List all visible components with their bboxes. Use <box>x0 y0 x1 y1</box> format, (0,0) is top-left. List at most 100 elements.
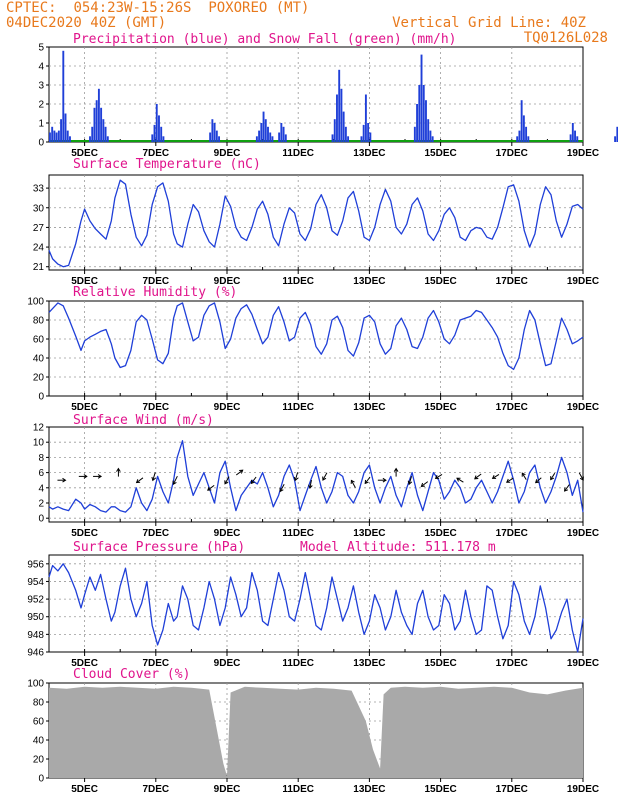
x-tick-label: 19DEC <box>567 528 599 539</box>
wind-arrow-head <box>434 474 440 479</box>
x-tick-label: 13DEC <box>353 402 385 413</box>
y-tick-label: 948 <box>27 630 44 641</box>
precip-bar <box>106 136 109 142</box>
y-tick-label: 12 <box>33 423 45 434</box>
precip-bar <box>211 119 214 142</box>
y-tick-label: 3 <box>38 81 44 92</box>
precip-bar <box>49 132 51 142</box>
precip-bar <box>278 132 281 142</box>
x-tick-label: 7DEC <box>142 784 169 795</box>
x-tick-label: 9DEC <box>214 658 241 669</box>
panel-frame <box>48 300 584 397</box>
precip-bar <box>215 130 218 142</box>
wind-arrow-shaft <box>521 472 527 480</box>
y-tick-label: 33 <box>33 184 45 195</box>
precip-bar <box>255 136 258 142</box>
precip-bar <box>427 119 430 142</box>
wind-arrow-head <box>250 479 255 485</box>
wind-arrow-head <box>407 480 413 486</box>
wind-arrow-head <box>474 475 479 480</box>
precip-bar <box>104 126 107 142</box>
precip-bar <box>416 104 419 142</box>
x-tick-label: 11DEC <box>282 528 314 539</box>
wind-arrow-shaft <box>506 477 514 483</box>
x-tick-label: 19DEC <box>567 402 599 413</box>
cloud-cover-area <box>49 686 583 778</box>
wind-arrow-shaft <box>456 477 464 483</box>
precip-bar <box>62 50 65 142</box>
precip-bar <box>336 94 338 142</box>
wind-arrow-head <box>308 484 313 489</box>
wind-arrow-shaft <box>172 475 178 485</box>
x-tick-label: 13DEC <box>353 276 385 287</box>
wind-arrow-head <box>382 477 387 483</box>
y-tick-label: 100 <box>27 297 44 308</box>
precip-bar <box>413 126 416 142</box>
series-line <box>48 179 584 268</box>
panel-title: Surface Wind (m/s) <box>73 413 214 428</box>
precip-bar <box>91 126 94 142</box>
y-tick-label: 80 <box>33 316 45 327</box>
wind-arrow-head <box>172 480 177 486</box>
wind-arrow-shaft <box>474 473 482 480</box>
y-tick-label: 2 <box>38 100 44 111</box>
y-tick-label: 10 <box>33 438 45 449</box>
x-tick-label: 7DEC <box>142 402 169 413</box>
x-tick-label: 5DEC <box>71 276 98 287</box>
precip-bar <box>616 126 618 142</box>
wind-arrow-head <box>564 487 569 492</box>
wind-arrow-shaft <box>279 483 285 492</box>
y-tick-label: 0 <box>38 514 44 525</box>
precip-bar <box>264 119 267 142</box>
y-tick-label: 952 <box>27 595 44 606</box>
precip-bar <box>267 126 269 142</box>
y-tick-label: 30 <box>33 203 45 214</box>
precip-bar <box>262 111 265 142</box>
precip-bar <box>522 115 525 142</box>
wind-arrow-shaft <box>152 472 156 481</box>
x-tick-label: 9DEC <box>214 528 241 539</box>
x-tick-label: 13DEC <box>353 658 385 669</box>
precip-bar <box>576 136 579 142</box>
wind-arrow-head <box>224 480 229 485</box>
precip-bar <box>69 136 71 142</box>
precip-bar <box>158 115 160 142</box>
precip-bar <box>160 126 163 142</box>
precip-bar <box>89 136 91 142</box>
x-tick-label: 7DEC <box>142 528 169 539</box>
header-grid-note: Vertical Grid Line: 40Z <box>392 15 586 31</box>
wind-arrow-head <box>279 487 284 493</box>
precip-bar <box>93 107 96 142</box>
precip-bar <box>60 119 63 142</box>
x-tick-label: 17DEC <box>496 276 528 287</box>
precip-bar <box>362 124 365 142</box>
header-model-code: TQ0126L028 <box>523 30 608 46</box>
y-tick-label: 60 <box>33 717 45 728</box>
precip-bar <box>55 132 58 142</box>
x-tick-label: 9DEC <box>214 148 241 159</box>
x-tick-label: 11DEC <box>282 402 314 413</box>
precip-bar <box>258 130 261 142</box>
precip-bar <box>260 123 263 142</box>
x-tick-label: 15DEC <box>424 148 456 159</box>
y-tick-label: 27 <box>33 223 45 234</box>
wind-arrow-shaft <box>492 473 500 479</box>
wind-arrow-head <box>534 479 540 484</box>
wind-arrow-shaft <box>578 472 584 481</box>
precip-bar <box>571 123 574 142</box>
y-tick-label: 0 <box>38 392 44 403</box>
x-tick-label: 11DEC <box>282 784 314 795</box>
precip-bar <box>271 136 274 142</box>
x-tick-label: 9DEC <box>214 276 241 287</box>
wind-arrow-head <box>521 472 526 477</box>
wind-arrow-head <box>97 474 103 479</box>
x-tick-label: 13DEC <box>353 148 385 159</box>
wind-arrow-head <box>62 477 67 483</box>
wind-arrow-shaft <box>235 469 243 476</box>
x-tick-label: 15DEC <box>424 528 456 539</box>
precip-bar <box>95 100 98 142</box>
wind-arrow-head <box>456 477 461 482</box>
precip-bar <box>418 85 421 142</box>
x-tick-label: 17DEC <box>496 528 528 539</box>
precip-bar <box>569 134 572 142</box>
